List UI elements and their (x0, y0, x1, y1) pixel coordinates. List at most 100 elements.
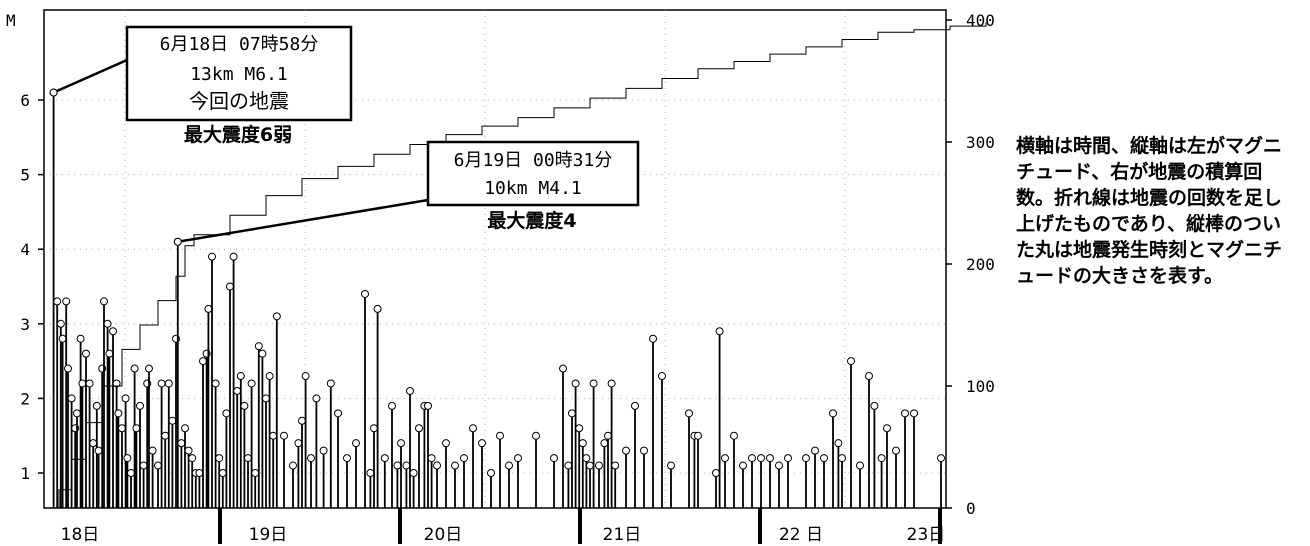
aftershock-marker (173, 237, 182, 246)
quake-circle (53, 297, 62, 306)
quake-circle (505, 461, 513, 470)
day-label: 22 日 (779, 525, 823, 545)
quake-circle (298, 416, 306, 425)
quake-circle (402, 461, 411, 470)
day-label: 19日 (249, 525, 288, 545)
quake-circle (334, 409, 342, 418)
quake-circle (589, 379, 598, 388)
right-axis-ticks: 0 100 200 300 400 (946, 11, 995, 518)
quake-circle (694, 431, 702, 440)
quake-circle (319, 446, 328, 455)
quake-circle (168, 416, 177, 425)
quake-circle (312, 394, 321, 403)
quake-circle (611, 461, 620, 470)
left-tick-label: 3 (20, 315, 30, 334)
quake-circle (373, 304, 382, 313)
quake-circle (215, 454, 224, 463)
quake-circle (103, 319, 112, 328)
callout-depth-magnitude: 13km M6.1 (190, 64, 288, 85)
callout-datetime: 6月18日 07時58分 (160, 34, 319, 55)
quake-circle (62, 297, 71, 306)
quake-circle (195, 469, 204, 477)
quake-circle (631, 401, 639, 410)
quake-circle (226, 282, 234, 291)
quake-circle (829, 409, 837, 418)
quake-circle (89, 439, 98, 448)
quake-circle (289, 461, 297, 470)
plot-frame (43, 9, 947, 509)
quake-circle (100, 297, 108, 306)
quake-circle (877, 454, 886, 463)
quake-circle (834, 439, 843, 448)
quake-circle (148, 446, 157, 455)
day-label: 18日 (61, 525, 100, 545)
quake-circle (607, 379, 616, 388)
quake-circle (161, 431, 170, 440)
quake-circle (157, 379, 166, 388)
quake-circle (595, 461, 603, 470)
quake-circle (184, 446, 193, 455)
callout-aftershock: 6月19日 00時31分 10km M4.1 最大震度4 (173, 140, 640, 246)
quake-circle (366, 469, 375, 477)
cumulative-count-line (50, 22, 987, 509)
quake-circle (92, 401, 101, 410)
quake-circle (757, 454, 765, 463)
quake-circle (269, 431, 278, 440)
quake-circle (352, 439, 360, 448)
quake-circle (550, 454, 558, 463)
quake-circle (380, 454, 389, 463)
quake-circle (847, 357, 855, 366)
quake-circle (145, 364, 153, 373)
quake-circle (766, 454, 774, 463)
quake-circle (244, 454, 252, 463)
quake-circle (820, 454, 828, 463)
quake-circle (265, 372, 274, 381)
quake-circle (388, 401, 396, 410)
quake-circle (685, 409, 693, 418)
quake-circle (343, 454, 351, 463)
quake-circle (460, 454, 468, 463)
day-label: 23日 (907, 525, 946, 545)
quake-circle (56, 319, 65, 328)
quake-circle (112, 379, 121, 388)
quake-circle (775, 461, 783, 470)
quake-circle (784, 454, 792, 463)
quake-circle (123, 454, 132, 463)
callout-leader-line (53, 58, 128, 94)
quake-circle (856, 461, 864, 470)
left-tick-label: 4 (20, 240, 30, 259)
quake-circle (442, 439, 450, 448)
day-label: 21日 (603, 525, 642, 545)
quake-circle (114, 409, 123, 418)
left-tick-label: 2 (20, 389, 30, 408)
quake-circle (240, 401, 249, 410)
quake-circle (307, 454, 315, 463)
quake-circle (139, 461, 148, 470)
quake-circle (188, 454, 197, 463)
quake-circle (78, 379, 87, 388)
quake-circle (433, 461, 441, 470)
quake-circle (496, 431, 504, 440)
quake-circle (870, 401, 879, 410)
quake-circle (487, 469, 495, 477)
day-labels: 18日 19日 20日 21日 22 日 23日 (61, 525, 946, 545)
quake-circle (370, 424, 378, 433)
quake-circle (262, 394, 270, 403)
day-separator (578, 508, 582, 544)
quake-circle (451, 461, 459, 470)
quake-circle (910, 409, 918, 418)
day-label: 20日 (424, 525, 463, 545)
right-tick-label: 400 (966, 11, 995, 30)
quake-circle (177, 439, 186, 448)
quake-circle (568, 409, 576, 418)
day-separators (218, 508, 942, 544)
callout-leader-line (177, 198, 429, 243)
quake-circle (118, 424, 126, 433)
quake-circle (127, 469, 135, 477)
quake-circle (154, 461, 162, 470)
left-axis-label: M (6, 11, 16, 30)
quake-circle (121, 394, 130, 403)
quake-circle (105, 349, 114, 358)
quake-circle (564, 461, 573, 470)
